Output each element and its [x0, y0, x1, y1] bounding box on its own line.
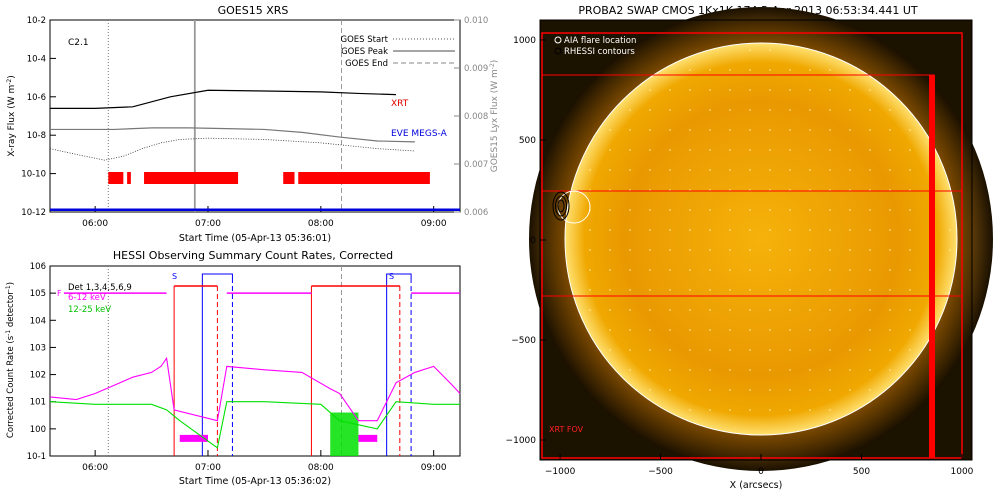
hessi-attenuator-block [179, 434, 208, 442]
swap-y-tick-label: −1000 [506, 436, 537, 446]
hessi-6-12-line [49, 356, 461, 422]
goes-legend-start: GOES Start [340, 35, 388, 45]
swap-x-tick-label: −500 [648, 467, 673, 477]
goes-ylabel-left: X-ray Flux (W m-2) [6, 75, 18, 156]
hessi-xlabel: Start Time (05-Apr-13 05:36:02) [179, 476, 331, 487]
hessi-y-tick-label: 101 [30, 398, 46, 408]
hessi-saa-flag [386, 273, 412, 278]
goes-y-tick-label: 10-4 [27, 54, 46, 64]
hessi-y-tick-label: 102 [30, 371, 46, 381]
hessi-x-tick-label: 06:00 [82, 463, 108, 473]
hessi-x-axis: 06:00 07:00 08:00 09:00 [82, 450, 447, 473]
goes-y-tick-label: 10-12 [21, 208, 46, 218]
hessi-legend: Det 1,3,4,5,6,9 6-12 keV 12-25 keV [68, 283, 132, 315]
goes-channel-line [49, 137, 415, 161]
swap-fov-label: XRT FOV [549, 425, 584, 434]
swap-legend-aia-symbol [554, 36, 562, 44]
goes-y-tick-label: 10-10 [21, 170, 46, 180]
goes-flare-class: C2.1 [68, 38, 89, 48]
swap-y-tick-label: −500 [511, 336, 536, 346]
hessi-y-tick-label: 105 [30, 289, 46, 299]
swap-x-tick-label: 0 [758, 467, 764, 477]
hessi-ylabel: Corrected Count Rate (s-1 detector-1) [5, 282, 17, 438]
goes-y-right-tick-label: 0.009 [464, 64, 488, 74]
goes-legend-peak: GOES Peak [341, 47, 388, 57]
goes-y-right-tick-label: 0.006 [464, 208, 488, 218]
goes-y-tick-label: 10-2 [27, 16, 46, 26]
swap-legend-aia: AIA flare location [564, 36, 636, 46]
goes-legend-end: GOES End [345, 59, 388, 69]
hessi-series [49, 266, 461, 456]
swap-y-tick-label: 0 [530, 236, 536, 246]
swap-legend-rhessi-symbol [554, 47, 562, 55]
goes-xrt-coverage-bar [283, 172, 295, 184]
goes-xrt-line [50, 89, 397, 109]
goes-legend: GOES Start GOES Peak GOES End [340, 35, 455, 69]
goes-y-tick-label: 10-8 [27, 131, 46, 141]
swap-rhessi-contour-3 [557, 199, 565, 213]
goes-series [49, 20, 460, 212]
swap-x-tick-label: 500 [853, 467, 870, 477]
hessi-x-tick-label: 07:00 [195, 463, 221, 473]
hessi-x-tick-label: 08:00 [308, 463, 334, 473]
goes-x-tick-label: 09:00 [421, 219, 447, 229]
hessi-count-rate-chart: HESSI Observing Summary Count Rates, Cor… [5, 249, 461, 487]
hessi-y-tick-label: 10-1 [27, 452, 46, 462]
goes-label-eve: EVE MEGS-A [391, 129, 448, 139]
goes-channel-line [50, 127, 415, 143]
swap-x-tick-label: 1000 [951, 467, 974, 477]
swap-xlabel: X (arcsecs) [730, 480, 783, 491]
hessi-title: HESSI Observing Summary Count Rates, Cor… [113, 249, 393, 262]
hessi-12-25-dense-block [330, 412, 359, 456]
goes-y-axis: 10-12 10-10 10-8 10-6 10-4 10-2 [21, 16, 56, 218]
hessi-flag-f: F [57, 289, 62, 298]
hessi-flag-s1: S [172, 272, 177, 281]
hessi-attenuator-block [358, 434, 378, 442]
swap-axes: −1000 −500 0 500 1000 −1000 −500 0 500 1000 [506, 36, 974, 477]
hessi-legend-det: Det 1,3,4,5,6,9 [68, 283, 132, 293]
goes-y-right-tick-label: 0.008 [464, 112, 488, 122]
goes-ylabel-right: GOES15 Lyx Flux (W m-2) [489, 60, 501, 173]
swap-image-panel: PROBA2 SWAP CMOS 1Kx1K 174 5-Apr-2013 06… [506, 4, 993, 491]
hessi-x-tick-label: 09:00 [421, 463, 447, 473]
hessi-y-axis: 10-1 100 101 102 103 104 105 106 [27, 262, 56, 462]
goes-xlabel: Start Time (05-Apr-13 05:36:01) [179, 233, 331, 244]
goes-x-tick-label: 07:00 [195, 219, 221, 229]
goes-xrt-coverage-bar [108, 172, 124, 184]
goes-y-right-tick-label: 0.010 [464, 16, 488, 26]
swap-rhessi-contour-2 [555, 195, 567, 217]
hessi-12-25-line [49, 401, 460, 449]
swap-limb [564, 42, 958, 436]
hessi-y-tick-label: 104 [30, 316, 46, 326]
hessi-y-tick-label: 103 [30, 343, 46, 353]
hessi-saa-flag [201, 273, 233, 278]
goes-x-tick-label: 08:00 [308, 219, 334, 229]
swap-y-tick-label: 500 [519, 136, 536, 146]
goes-xrt-coverage-bar [298, 172, 430, 184]
swap-x-tick-label: −1000 [545, 467, 576, 477]
goes-xrt-coverage-bar [144, 172, 239, 184]
swap-y-tick-label: 1000 [513, 36, 536, 46]
swap-disk-grid [571, 49, 951, 429]
hessi-legend-12-25: 12-25 keV [68, 305, 111, 315]
goes-title: GOES15 XRS [218, 4, 289, 17]
goes-y-tick-label: 10-6 [27, 93, 46, 103]
swap-rhessi-contour-1 [552, 191, 570, 221]
swap-legend-rhessi: RHESSI contours [564, 47, 635, 57]
goes-xrt-coverage-bar [127, 172, 131, 184]
goes-xrs-chart: GOES15 XRS 10-12 10-10 10-8 10-6 10-4 10-2 0.… [6, 4, 501, 244]
hessi-flag-s2: S [389, 272, 394, 281]
swap-xrt-fov-edge [929, 75, 935, 458]
hessi-legend-6-12: 6-12 keV [68, 293, 106, 303]
hessi-y-tick-label: 100 [30, 425, 46, 435]
hessi-plot-frame [49, 265, 461, 457]
hessi-y-tick-label: 106 [30, 262, 46, 272]
goes-x-tick-label: 06:00 [82, 219, 108, 229]
goes-y-axis-right: 0.006 0.007 0.008 0.009 0.010 [454, 16, 488, 218]
goes-y-right-tick-label: 0.007 [464, 160, 488, 170]
goes-label-xrt: XRT [391, 99, 409, 109]
